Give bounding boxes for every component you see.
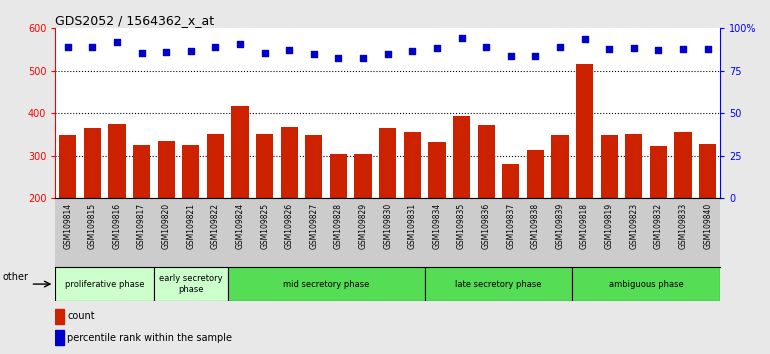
Bar	[379, 128, 397, 198]
Bar	[232, 105, 249, 198]
Text: GSM109832: GSM109832	[654, 203, 663, 249]
Bar	[305, 135, 323, 198]
Text: GSM109818: GSM109818	[580, 203, 589, 249]
Point	[86, 44, 99, 50]
Point	[381, 51, 393, 57]
Point	[652, 47, 665, 53]
Text: GSM109839: GSM109839	[555, 203, 564, 249]
Bar	[55, 267, 154, 301]
Text: GSM109819: GSM109819	[604, 203, 614, 249]
Point	[209, 44, 222, 50]
Point	[430, 45, 443, 51]
Point	[554, 44, 566, 50]
Bar	[502, 164, 520, 198]
Bar	[424, 267, 572, 301]
Point	[259, 50, 271, 55]
Bar	[403, 132, 421, 198]
Bar	[84, 128, 101, 198]
Bar	[527, 150, 544, 198]
Point	[603, 46, 615, 52]
Point	[480, 45, 492, 50]
Bar	[280, 127, 298, 198]
Text: GSM109834: GSM109834	[433, 203, 441, 249]
Bar	[699, 144, 716, 198]
Bar	[428, 142, 446, 198]
Text: ambiguous phase: ambiguous phase	[609, 280, 684, 289]
Point	[357, 56, 370, 61]
Text: early secretory
phase: early secretory phase	[159, 274, 223, 294]
Text: GSM109837: GSM109837	[506, 203, 515, 249]
Point	[308, 51, 320, 57]
Bar	[453, 116, 470, 198]
Point	[62, 44, 74, 50]
Text: GSM109826: GSM109826	[285, 203, 293, 249]
Bar	[650, 146, 667, 198]
Text: GSM109835: GSM109835	[457, 203, 466, 249]
Text: GSM109829: GSM109829	[359, 203, 367, 249]
Text: GSM109814: GSM109814	[63, 203, 72, 249]
Text: GSM109830: GSM109830	[383, 203, 392, 249]
Text: percentile rank within the sample: percentile rank within the sample	[67, 332, 232, 343]
Text: proliferative phase: proliferative phase	[65, 280, 145, 289]
Text: GSM109833: GSM109833	[678, 203, 688, 249]
Bar	[551, 135, 568, 198]
Bar	[625, 134, 642, 198]
Bar	[207, 134, 224, 198]
Text: GSM109836: GSM109836	[482, 203, 490, 249]
Text: GDS2052 / 1564362_x_at: GDS2052 / 1564362_x_at	[55, 14, 215, 27]
Point	[628, 45, 640, 51]
Text: GSM109820: GSM109820	[162, 203, 171, 249]
Point	[185, 48, 197, 54]
Point	[160, 49, 172, 55]
Point	[234, 41, 246, 47]
Point	[333, 55, 345, 61]
Bar	[228, 267, 424, 301]
Text: GSM109817: GSM109817	[137, 203, 146, 249]
Bar	[133, 145, 150, 198]
Text: late secretory phase: late secretory phase	[455, 280, 542, 289]
Text: GSM109840: GSM109840	[703, 203, 712, 249]
Text: GSM109821: GSM109821	[186, 203, 196, 249]
Point	[529, 53, 541, 59]
Point	[504, 53, 517, 59]
Bar	[109, 124, 126, 198]
Bar	[576, 64, 593, 198]
Bar	[154, 267, 228, 301]
Text: GSM109823: GSM109823	[629, 203, 638, 249]
Bar	[477, 125, 495, 198]
Point	[111, 40, 123, 45]
Bar	[59, 135, 76, 198]
Bar	[572, 267, 720, 301]
Bar	[182, 145, 199, 198]
Text: GSM109827: GSM109827	[310, 203, 318, 249]
Text: mid secretory phase: mid secretory phase	[283, 280, 370, 289]
Bar	[256, 134, 273, 198]
Point	[677, 46, 689, 52]
Text: other: other	[3, 272, 28, 282]
Text: GSM109825: GSM109825	[260, 203, 269, 249]
Point	[455, 35, 467, 40]
Point	[136, 51, 148, 56]
Text: GSM109822: GSM109822	[211, 203, 220, 249]
Bar	[330, 154, 347, 198]
Bar	[158, 141, 175, 198]
Bar	[354, 154, 372, 198]
Point	[283, 47, 296, 53]
Text: GSM109838: GSM109838	[531, 203, 540, 249]
Text: GSM109831: GSM109831	[408, 203, 417, 249]
Bar	[55, 309, 64, 324]
Text: GSM109828: GSM109828	[334, 203, 343, 249]
Bar	[55, 330, 64, 345]
Point	[701, 46, 714, 52]
Point	[406, 48, 418, 54]
Bar	[675, 132, 691, 198]
Text: GSM109824: GSM109824	[236, 203, 245, 249]
Point	[578, 36, 591, 41]
Text: GSM109816: GSM109816	[112, 203, 122, 249]
Text: GSM109815: GSM109815	[88, 203, 97, 249]
Text: count: count	[67, 311, 95, 321]
Bar	[601, 135, 618, 198]
